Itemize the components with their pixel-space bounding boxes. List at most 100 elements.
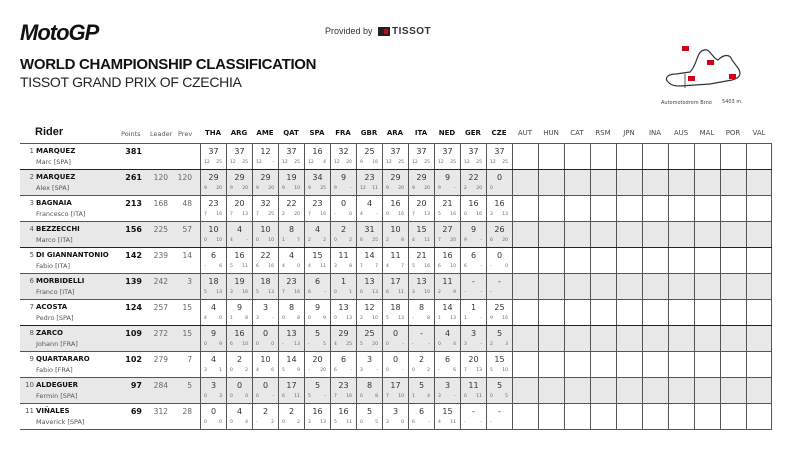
result-cell-jpn (616, 274, 642, 299)
result-cell-hun (538, 170, 564, 195)
race-header-hun: HUN (543, 129, 559, 137)
sprint-points: 12 (308, 160, 314, 165)
race-total-points: 29 (234, 173, 245, 182)
race-points: 2 (349, 238, 352, 243)
race-points: 25 (294, 160, 300, 165)
race-points: 20 (268, 186, 274, 191)
race-points: 16 (242, 290, 248, 295)
result-cell-arg: 16 6 10 (226, 326, 252, 351)
sprint-points: 0 (386, 212, 389, 217)
sprint-points: 0 (334, 316, 337, 321)
race-header-ger: GER (465, 129, 481, 137)
race-total-points: 37 (442, 147, 453, 156)
race-total-points: 31 (364, 225, 375, 234)
gap-to-leader: 279 (153, 355, 168, 364)
sprint-points: - (412, 342, 414, 347)
race-total-points: 18 (208, 277, 219, 286)
race-total-points: 5 (496, 381, 503, 390)
result-cell-fra: 32 12 20 (330, 144, 356, 169)
race-total-points: 17 (286, 381, 297, 390)
result-cell-jpn (616, 378, 642, 403)
result-cell-ara: 37 12 25 (382, 144, 408, 169)
race-points: 13 (398, 316, 404, 321)
gap-to-previous: 57 (182, 225, 192, 234)
result-cell-ger: --- (460, 274, 486, 299)
gap-to-previous: 7 (187, 355, 192, 364)
race-total-points: 20 (468, 355, 479, 364)
result-cell-tha: 18 5 13 (200, 274, 226, 299)
race-points: 13 (476, 368, 482, 373)
race-header-rsm: RSM (595, 129, 611, 137)
result-cell-aut (512, 196, 538, 221)
race-total-points: 32 (260, 199, 271, 208)
gap-to-previous: 5 (187, 381, 192, 390)
rider-first-name: Marco [ITA] (36, 236, 73, 244)
sprint-points: 0 (360, 420, 363, 425)
result-cell-por (720, 326, 746, 351)
race-total-points: 4 (210, 303, 217, 312)
race-total-points: - (420, 329, 423, 338)
result-cell-aus (668, 222, 694, 247)
sprint-points: - (334, 212, 336, 217)
race-points: 25 (268, 212, 274, 217)
sprint-points: 5 (490, 368, 493, 373)
race-points: 20 (424, 186, 430, 191)
race-total-points: 29 (416, 173, 427, 182)
race-points: 0 (505, 264, 508, 269)
race-total-points: 37 (416, 147, 427, 156)
race-points: 13 (294, 342, 300, 347)
sprint-points: 4 (282, 264, 285, 269)
gap-to-leader: 284 (153, 381, 168, 390)
sprint-points: 6 (464, 264, 467, 269)
race-total-points: 18 (390, 303, 401, 312)
result-cell-tha: 6-6 (200, 248, 226, 273)
sprint-points: 6 (282, 394, 285, 399)
race-total-points: 0 (392, 329, 399, 338)
race-points: 16 (216, 212, 222, 217)
sprint-points: 6 (256, 264, 259, 269)
rider-surname: MORBIDELLI (36, 277, 85, 285)
result-cell-val (746, 300, 772, 325)
result-cell-ger: 20 7 13 (460, 352, 486, 377)
race-total-points: 0 (496, 251, 503, 260)
rider-position: 4 (29, 225, 34, 233)
result-cell-ina (642, 326, 668, 351)
result-cell-val (746, 144, 772, 169)
leader-column-header: Leader (150, 130, 173, 138)
race-points: 16 (398, 212, 404, 217)
result-cell-hun (538, 352, 564, 377)
result-cell-cat (564, 248, 590, 273)
race-header-val: VAL (752, 129, 766, 137)
race-total-points: 3 (392, 407, 399, 416)
sprint-points: 12 (464, 160, 470, 165)
race-points: 11 (372, 186, 378, 191)
rider-first-name: Alex [SPA] (36, 184, 70, 192)
result-cell-cat (564, 196, 590, 221)
race-header-ame: AME (256, 129, 274, 137)
sprint-points: 2 (282, 212, 285, 217)
sprint-points: 12 (412, 160, 418, 165)
result-cell-qat: 13-13 (278, 326, 304, 351)
race-points: 6 (219, 264, 222, 269)
result-cell-ned: 27 7 20 (434, 222, 460, 247)
result-cell-ara: 11 4 7 (382, 248, 408, 273)
rider-position: 11 (25, 407, 34, 415)
sprint-points: 0 (256, 394, 259, 399)
race-points: 0 (271, 342, 274, 347)
race-points: 20 (294, 212, 300, 217)
rider-position: 9 (29, 355, 34, 363)
sprint-points: 6 (230, 342, 233, 347)
sprint-points: 9 (308, 186, 311, 191)
sprint-points: - (308, 342, 310, 347)
result-cell-ita: 37 12 25 (408, 144, 434, 169)
sprint-points: 4 (308, 264, 311, 269)
race-total-points: 16 (312, 147, 323, 156)
